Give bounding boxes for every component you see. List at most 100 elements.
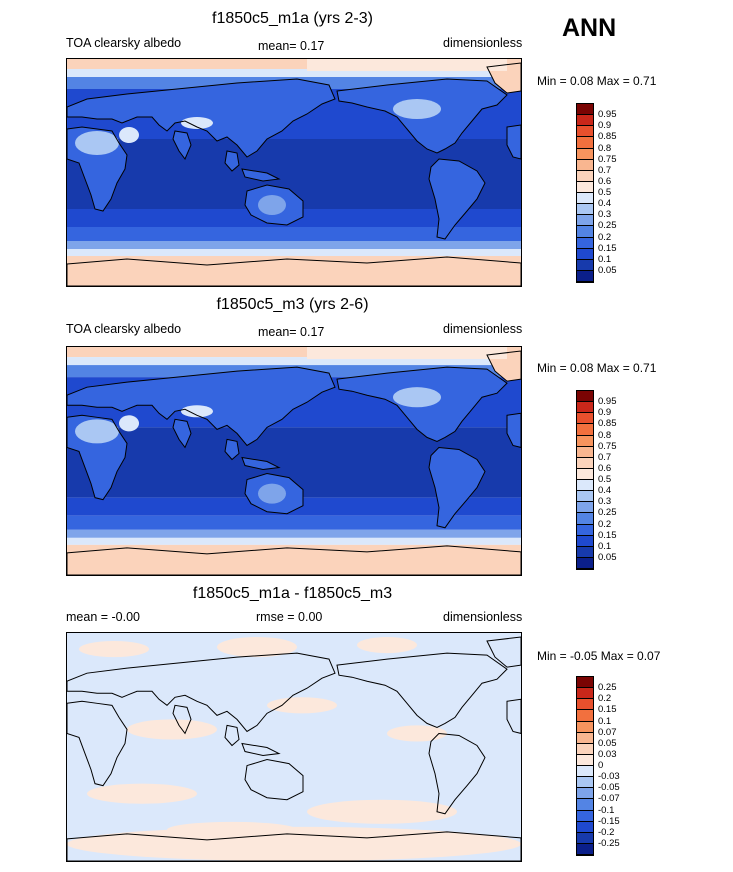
colorbar-swatch [577,457,593,469]
panel-1-units-label: dimensionless [443,36,523,50]
panel-1-variable-label: TOA clearsky albedo [66,36,182,50]
colorbar-tick-label: 0.75 [598,153,617,165]
colorbar-tick-label: 0.3 [598,209,612,221]
colorbar-tick-label: 0.75 [598,440,617,452]
colorbar-swatch [577,710,593,722]
colorbar-tick-label: 0.05 [598,551,617,563]
colorbar-tick-label: -0.03 [598,771,620,783]
colorbar-swatch [577,743,593,755]
colorbar-tick-label: 0.1 [598,715,612,727]
colorbar-swatch [577,513,593,525]
colorbar-tick-label: 0.15 [598,529,617,541]
colorbar-tick-label: -0.25 [598,837,620,849]
panel-1-minmax: Min = 0.08 Max = 0.71 [537,74,657,88]
colorbar-swatch [577,181,593,193]
colorbar-swatch [577,502,593,514]
colorbar-tick-label: 0.1 [598,253,612,265]
colorbar-swatch [577,524,593,536]
colorbar-swatch [577,721,593,733]
colorbar-tick-label: 0.05 [598,264,617,276]
colorbar-tick-label: 0.6 [598,175,612,187]
colorbar-tick-label: 0.25 [598,682,617,694]
panel-2-title: f1850c5_m3 (yrs 2-6) [216,296,369,313]
panel-1-colorbar [576,103,594,283]
colorbar-swatch [577,270,593,282]
colorbar-swatch [577,137,593,149]
panel-2-units-label: dimensionless [443,322,523,336]
colorbar-swatch [577,126,593,138]
panel-3-rmse-label: rmse = 0.00 [256,610,323,624]
colorbar-swatch [577,215,593,227]
colorbar-swatch [577,799,593,811]
colorbar-tick-label: 0.3 [598,496,612,508]
colorbar-tick-label: 0.8 [598,429,612,441]
colorbar-swatch [577,413,593,425]
colorbar-swatch [577,259,593,271]
colorbar-tick-label: -0.05 [598,782,620,794]
colorbar-swatch [577,115,593,127]
colorbar-tick-label: 0.15 [598,242,617,254]
colorbar-swatch [577,732,593,744]
panel-3-colorbar [576,676,594,856]
colorbar-tick-label: 0.25 [598,507,617,519]
colorbar-swatch [577,424,593,436]
colorbar-tick-label: 0.1 [598,540,612,552]
colorbar-swatch [577,435,593,447]
colorbar-swatch [577,699,593,711]
colorbar-swatch [577,688,593,700]
panel-2-minmax: Min = 0.08 Max = 0.71 [537,361,657,375]
panel-2-variable-label: TOA clearsky albedo [66,322,182,336]
colorbar-tick-label: 0.07 [598,726,617,738]
colorbar-tick-label: 0.2 [598,693,612,705]
panel-3-minmax: Min = -0.05 Max = 0.07 [537,649,661,663]
colorbar-swatch [577,204,593,216]
colorbar-swatch [577,248,593,260]
colorbar-tick-label: 0.7 [598,164,612,176]
colorbar-swatch [577,754,593,766]
colorbar-tick-label: 0.4 [598,198,612,210]
colorbar-tick-label: -0.2 [598,826,615,838]
panel-2-mean-label: mean= 0.17 [258,325,325,339]
panel-1-mean-label: mean= 0.17 [258,39,325,53]
colorbar-swatch [577,193,593,205]
colorbar-swatch [577,237,593,249]
panel-3-map [66,632,522,862]
colorbar-tick-label: 0.6 [598,462,612,474]
panel-3-mean-label: mean = -0.00 [66,610,141,624]
colorbar-tick-label: 0.5 [598,187,612,198]
colorbar-swatch [577,391,593,403]
colorbar-tick-label: 0.15 [598,704,617,716]
colorbar-tick-label: 0.8 [598,142,612,154]
panel-3-units-label: dimensionless [443,610,523,624]
colorbar-swatch [577,480,593,492]
colorbar-swatch [577,821,593,833]
colorbar-swatch [577,159,593,171]
colorbar-swatch [577,468,593,480]
panel-2-colorbar [576,390,594,570]
colorbar-tick-label: 0.95 [598,396,617,408]
colorbar-swatch [577,491,593,503]
colorbar-swatch [577,148,593,160]
colorbar-swatch [577,777,593,789]
colorbar-swatch [577,810,593,822]
colorbar-tick-label: 0.95 [598,109,617,121]
colorbar-swatch [577,766,593,778]
colorbar-tick-label: 0.85 [598,418,617,430]
colorbar-tick-label: 0.05 [598,737,617,749]
colorbar-swatch [577,843,593,855]
colorbar-tick-label: 0.9 [598,120,612,132]
colorbar-swatch [577,226,593,238]
panel-1-map [66,58,522,287]
colorbar-swatch [577,788,593,800]
colorbar-tick-label: 0.4 [598,485,612,497]
panel-3-title: f1850c5_m1a - f1850c5_m3 [192,585,393,602]
colorbar-tick-label: 0.03 [598,748,617,760]
colorbar-tick-label: 0.5 [598,474,612,485]
panel-2-map [66,346,522,576]
colorbar-tick-label: 0.7 [598,451,612,463]
colorbar-swatch [577,104,593,116]
panel-1-title: f1850c5_m1a (yrs 2-3) [212,10,373,27]
colorbar-tick-label: -0.1 [598,804,615,816]
colorbar-tick-label: -0.15 [598,815,620,827]
colorbar-tick-label: 0 [598,760,604,771]
